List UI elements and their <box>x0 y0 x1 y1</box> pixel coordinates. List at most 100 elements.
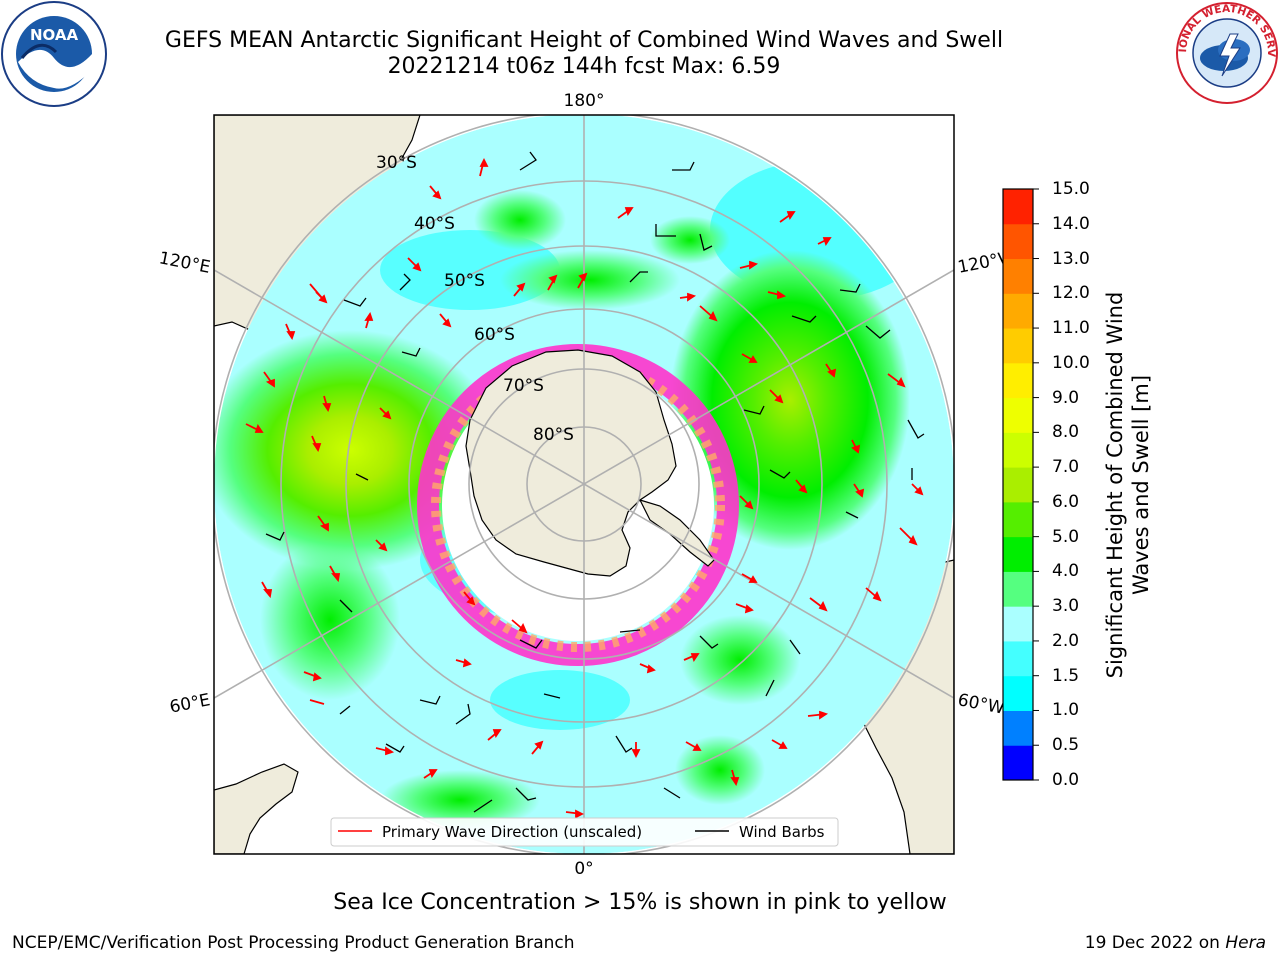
colorbar-swatch <box>1003 258 1033 294</box>
graticule <box>214 115 954 854</box>
wind-barbs <box>265 151 925 813</box>
colorbar-tickmarks <box>1033 188 1039 781</box>
wind-barb <box>672 161 695 171</box>
wave-arrow <box>429 185 442 200</box>
wave-arrow <box>739 495 754 510</box>
wind-barb <box>401 347 421 357</box>
wave-arrow <box>379 407 392 420</box>
wave-arrow <box>309 283 323 299</box>
wind-barb <box>769 469 791 479</box>
wave-arrow <box>853 483 865 498</box>
colorbar-tick-label: 5.0 <box>1052 526 1080 547</box>
wind-barb <box>265 531 285 541</box>
colorbar-swatch <box>1003 189 1033 225</box>
colorbar-tick-label: 9.0 <box>1052 387 1080 408</box>
wave-arrow <box>364 311 374 329</box>
wave-arrow <box>261 581 273 599</box>
wind-barb <box>907 419 925 439</box>
colorbar-tick-label: 15.0 <box>1052 179 1090 199</box>
credit-branch: NCEP/EMC/Verification Post Processing Pr… <box>12 933 575 953</box>
wave-arrow <box>685 741 702 751</box>
map-legend: Primary Wave Direction (unscaled) Wind B… <box>330 817 839 847</box>
wave-field-high <box>650 216 730 264</box>
wave-arrow <box>463 591 476 606</box>
wind-barb <box>619 629 641 633</box>
lat-label-30s: 30°S <box>376 153 417 173</box>
colorbar-swatch <box>1003 362 1033 399</box>
wind-barb <box>845 511 859 519</box>
colorbar-label: Significant Height of Combined Wind Wave… <box>1103 291 1153 679</box>
wave-arrow <box>547 274 558 291</box>
colorbar-tick-label: 14.0 <box>1052 213 1090 234</box>
wave-arrow <box>311 435 322 453</box>
lon-label-60w: 60°W <box>956 690 1006 719</box>
wave-arrow <box>513 282 526 297</box>
wave-arrow <box>439 313 452 328</box>
wave-arrows <box>245 157 924 819</box>
wave-arrow <box>375 539 388 552</box>
colorbar-swatch <box>1003 606 1033 642</box>
wind-barb <box>699 233 713 251</box>
lon-label-0: 0° <box>574 859 593 879</box>
colorbar-tick-label: 3.0 <box>1052 596 1080 617</box>
wind-barb <box>385 743 405 753</box>
wave-arrow <box>683 653 700 663</box>
wind-barb <box>339 705 351 715</box>
meridian-60e-120w <box>214 269 954 699</box>
wind-barb <box>615 735 633 753</box>
colorbar-tick-label: 10.0 <box>1052 352 1090 373</box>
colorbar-tick-label: 13.0 <box>1052 248 1090 269</box>
wave-arrow <box>735 603 754 614</box>
wave-arrow <box>739 260 759 270</box>
wave-field-high <box>500 250 680 310</box>
colorbar-tick-label: 1.0 <box>1052 700 1080 721</box>
sea-ice-mid <box>431 358 725 652</box>
wave-arrow <box>329 565 341 583</box>
wave-arrow <box>809 597 828 612</box>
wind-barb <box>515 787 537 801</box>
wave-arrow <box>479 157 489 177</box>
wind-barb <box>663 787 681 799</box>
colorbar-tick-label: 12.0 <box>1052 283 1090 304</box>
map-area <box>214 115 954 854</box>
colorbar-tick-label: 0.0 <box>1052 770 1080 790</box>
wave-arrow <box>617 207 634 219</box>
colorbar-swatch <box>1003 397 1033 433</box>
colorbar-outline <box>1002 188 1034 781</box>
wave-arrow <box>487 729 502 741</box>
wind-barb <box>519 151 537 171</box>
lat-label-80s: 80°S <box>533 425 574 445</box>
wave-arrow <box>767 290 787 300</box>
colorbar-swatch <box>1003 501 1033 538</box>
lat-label-60s: 60°S <box>474 325 515 345</box>
colorbar-swatch <box>1003 467 1033 503</box>
wave-field-high <box>380 770 540 830</box>
wave-arrow <box>817 237 832 247</box>
colorbar-swatch <box>1003 536 1033 572</box>
wave-arrow <box>730 769 740 787</box>
noaa-logo-text: NOAA <box>30 26 79 44</box>
legend-wave-label: Primary Wave Direction (unscaled) <box>382 823 642 841</box>
wind-barb <box>789 639 801 655</box>
wave-arrow <box>741 573 758 583</box>
wind-barb <box>455 703 471 725</box>
plot-subtitle: 20221214 t06z 144h fcst Max: 6.59 <box>387 54 781 79</box>
wind-barb <box>865 325 891 339</box>
colorbar-swatch <box>1003 293 1033 329</box>
wave-arrow <box>911 483 924 496</box>
colorbar-tick-label: 7.0 <box>1052 457 1080 478</box>
wave-arrow <box>825 363 837 378</box>
wind-barb <box>743 405 765 415</box>
wind-barb <box>419 695 441 705</box>
wave-arrow <box>375 746 395 756</box>
africa-land <box>214 763 299 854</box>
legend-barb-label: Wind Barbs <box>739 823 825 841</box>
wave-arrow <box>511 619 528 634</box>
wave-field-high <box>675 735 765 805</box>
wave-arrow <box>631 742 641 759</box>
lat-label-50s: 50°S <box>444 271 485 291</box>
wave-arrow <box>851 439 861 454</box>
wind-barb <box>399 273 411 291</box>
nws-logo: NATIONAL WEATHER SERVICE <box>1174 0 1278 104</box>
wave-field-high <box>680 615 800 705</box>
